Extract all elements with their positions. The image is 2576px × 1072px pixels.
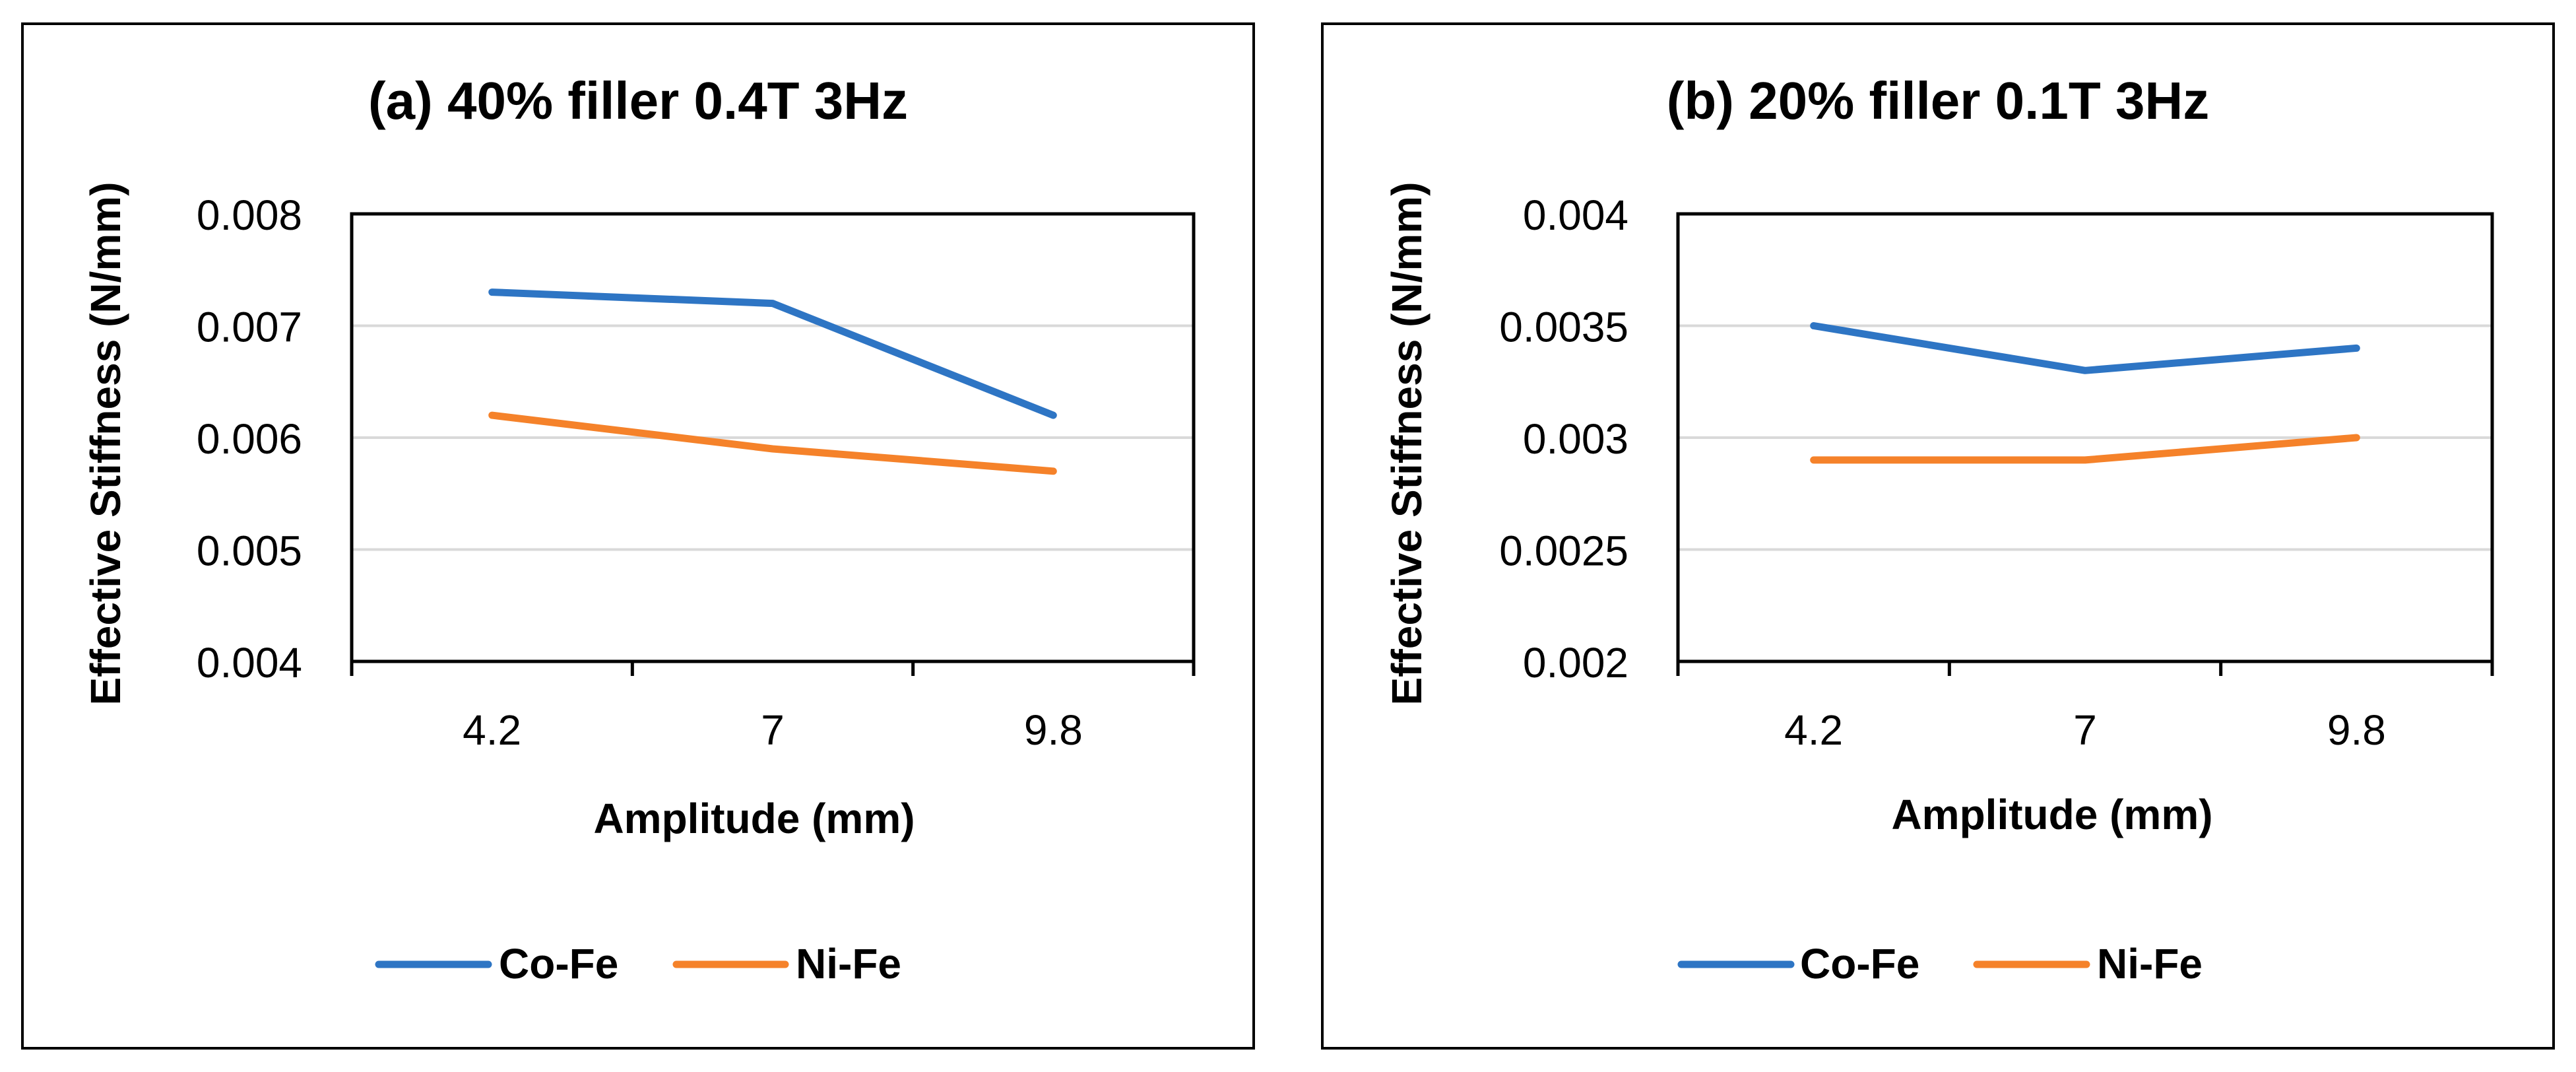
legend-label-co-fe: Co-Fe <box>499 940 618 988</box>
legend: Co-Fe Ni-Fe <box>1677 940 2203 988</box>
chart-title: (b) 20% filler 0.1T 3Hz <box>1667 71 2209 130</box>
legend-label-ni-fe: Ni-Fe <box>2097 940 2203 988</box>
y-axis-label: Effective Stiffness (N/mm) <box>82 182 129 705</box>
x-tick-label: 4.2 <box>463 706 521 754</box>
data-point-co-fe <box>1052 415 1054 416</box>
x-axis-label: Amplitude (mm) <box>593 795 915 842</box>
x-axis-label: Amplitude (mm) <box>1891 791 2212 838</box>
x-tick-label: 7 <box>761 706 785 754</box>
plot-area <box>350 212 1196 663</box>
y-tick-label: 0.005 <box>197 527 302 575</box>
y-tick-label: 0.004 <box>197 639 302 687</box>
chart-panel-b: (b) 20% filler 0.1T 3Hz Effective Stiffn… <box>1321 22 2555 1050</box>
legend: Co-Fe Ni-Fe <box>375 940 901 988</box>
y-tick-label: 0.007 <box>197 304 302 351</box>
data-point-co-fe <box>2356 347 2357 349</box>
y-tick-label: 0.006 <box>197 415 302 463</box>
panel-frame <box>1321 22 2555 1050</box>
y-tick-label: 0.003 <box>1523 415 1628 463</box>
y-tick-label: 0.004 <box>1523 191 1628 239</box>
y-tick-label: 0.002 <box>1523 639 1628 687</box>
x-tick-label: 9.8 <box>1024 706 1083 754</box>
data-point-co-fe <box>1813 325 1815 326</box>
data-point-ni-fe <box>1813 459 1815 461</box>
chart-title: (a) 40% filler 0.4T 3Hz <box>368 71 908 130</box>
panel-frame <box>21 22 1255 1050</box>
legend-label-ni-fe: Ni-Fe <box>796 940 901 988</box>
data-point-ni-fe <box>2084 459 2086 461</box>
y-tick-label: 0.008 <box>197 191 302 239</box>
y-tick-label: 0.0025 <box>1499 527 1628 575</box>
y-axis-label: Effective Stiffness (N/mm) <box>1383 182 1431 705</box>
x-tick-label: 7 <box>2073 706 2097 754</box>
y-tick-label: 0.0035 <box>1499 304 1628 351</box>
chart-panel-a: (a) 40% filler 0.4T 3Hz Effective Stiffn… <box>21 22 1255 1050</box>
data-point-co-fe <box>2084 370 2086 371</box>
plot-area <box>1676 212 2494 663</box>
legend-label-co-fe: Co-Fe <box>1800 940 1919 988</box>
x-tick-label: 9.8 <box>2327 706 2386 754</box>
x-tick-label: 4.2 <box>1784 706 1843 754</box>
